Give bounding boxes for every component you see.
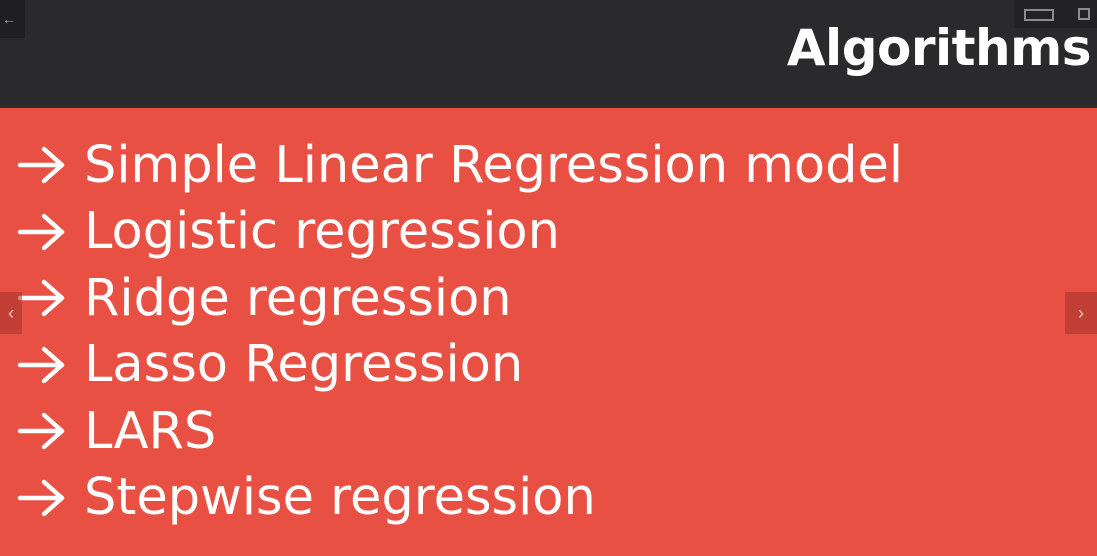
fullscreen-icon[interactable] [1078, 8, 1090, 20]
restore-window-icon[interactable] [1024, 9, 1054, 21]
list-item: Lasso Regression [16, 332, 903, 399]
list-item: Stepwise regression [16, 465, 903, 532]
chevron-left-icon: ‹ [8, 303, 14, 323]
back-button[interactable]: ← [0, 0, 25, 38]
arrow-right-icon [17, 413, 65, 450]
slide-title: Algorithms [786, 19, 1092, 77]
arrow-right-icon [17, 280, 65, 317]
list-item-label: Lasso Regression [84, 335, 524, 395]
list-item-label: Stepwise regression [84, 468, 596, 528]
chevron-right-icon: › [1078, 303, 1084, 323]
list-item-label: LARS [84, 401, 217, 461]
list-item-label: Simple Linear Regression model [84, 135, 904, 195]
arrow-left-icon: ← [2, 11, 16, 27]
list-item: Simple Linear Regression model [16, 132, 903, 199]
arrow-right-icon [17, 147, 65, 184]
list-item-label: Logistic regression [84, 202, 560, 262]
next-slide-button[interactable]: › [1065, 292, 1097, 334]
arrow-right-icon [17, 479, 65, 516]
window-controls [1014, 0, 1097, 28]
arrow-right-icon [17, 213, 65, 250]
list-item: LARS [16, 398, 903, 465]
algorithm-list: Simple Linear Regression model Logistic … [16, 132, 903, 531]
list-item: Logistic regression [16, 199, 903, 266]
slide-header: ← Algorithms [0, 0, 1097, 108]
list-item: Ridge regression [16, 265, 903, 332]
previous-slide-button[interactable]: ‹ [0, 292, 22, 334]
list-item-label: Ridge regression [84, 268, 512, 328]
arrow-right-icon [17, 346, 65, 383]
